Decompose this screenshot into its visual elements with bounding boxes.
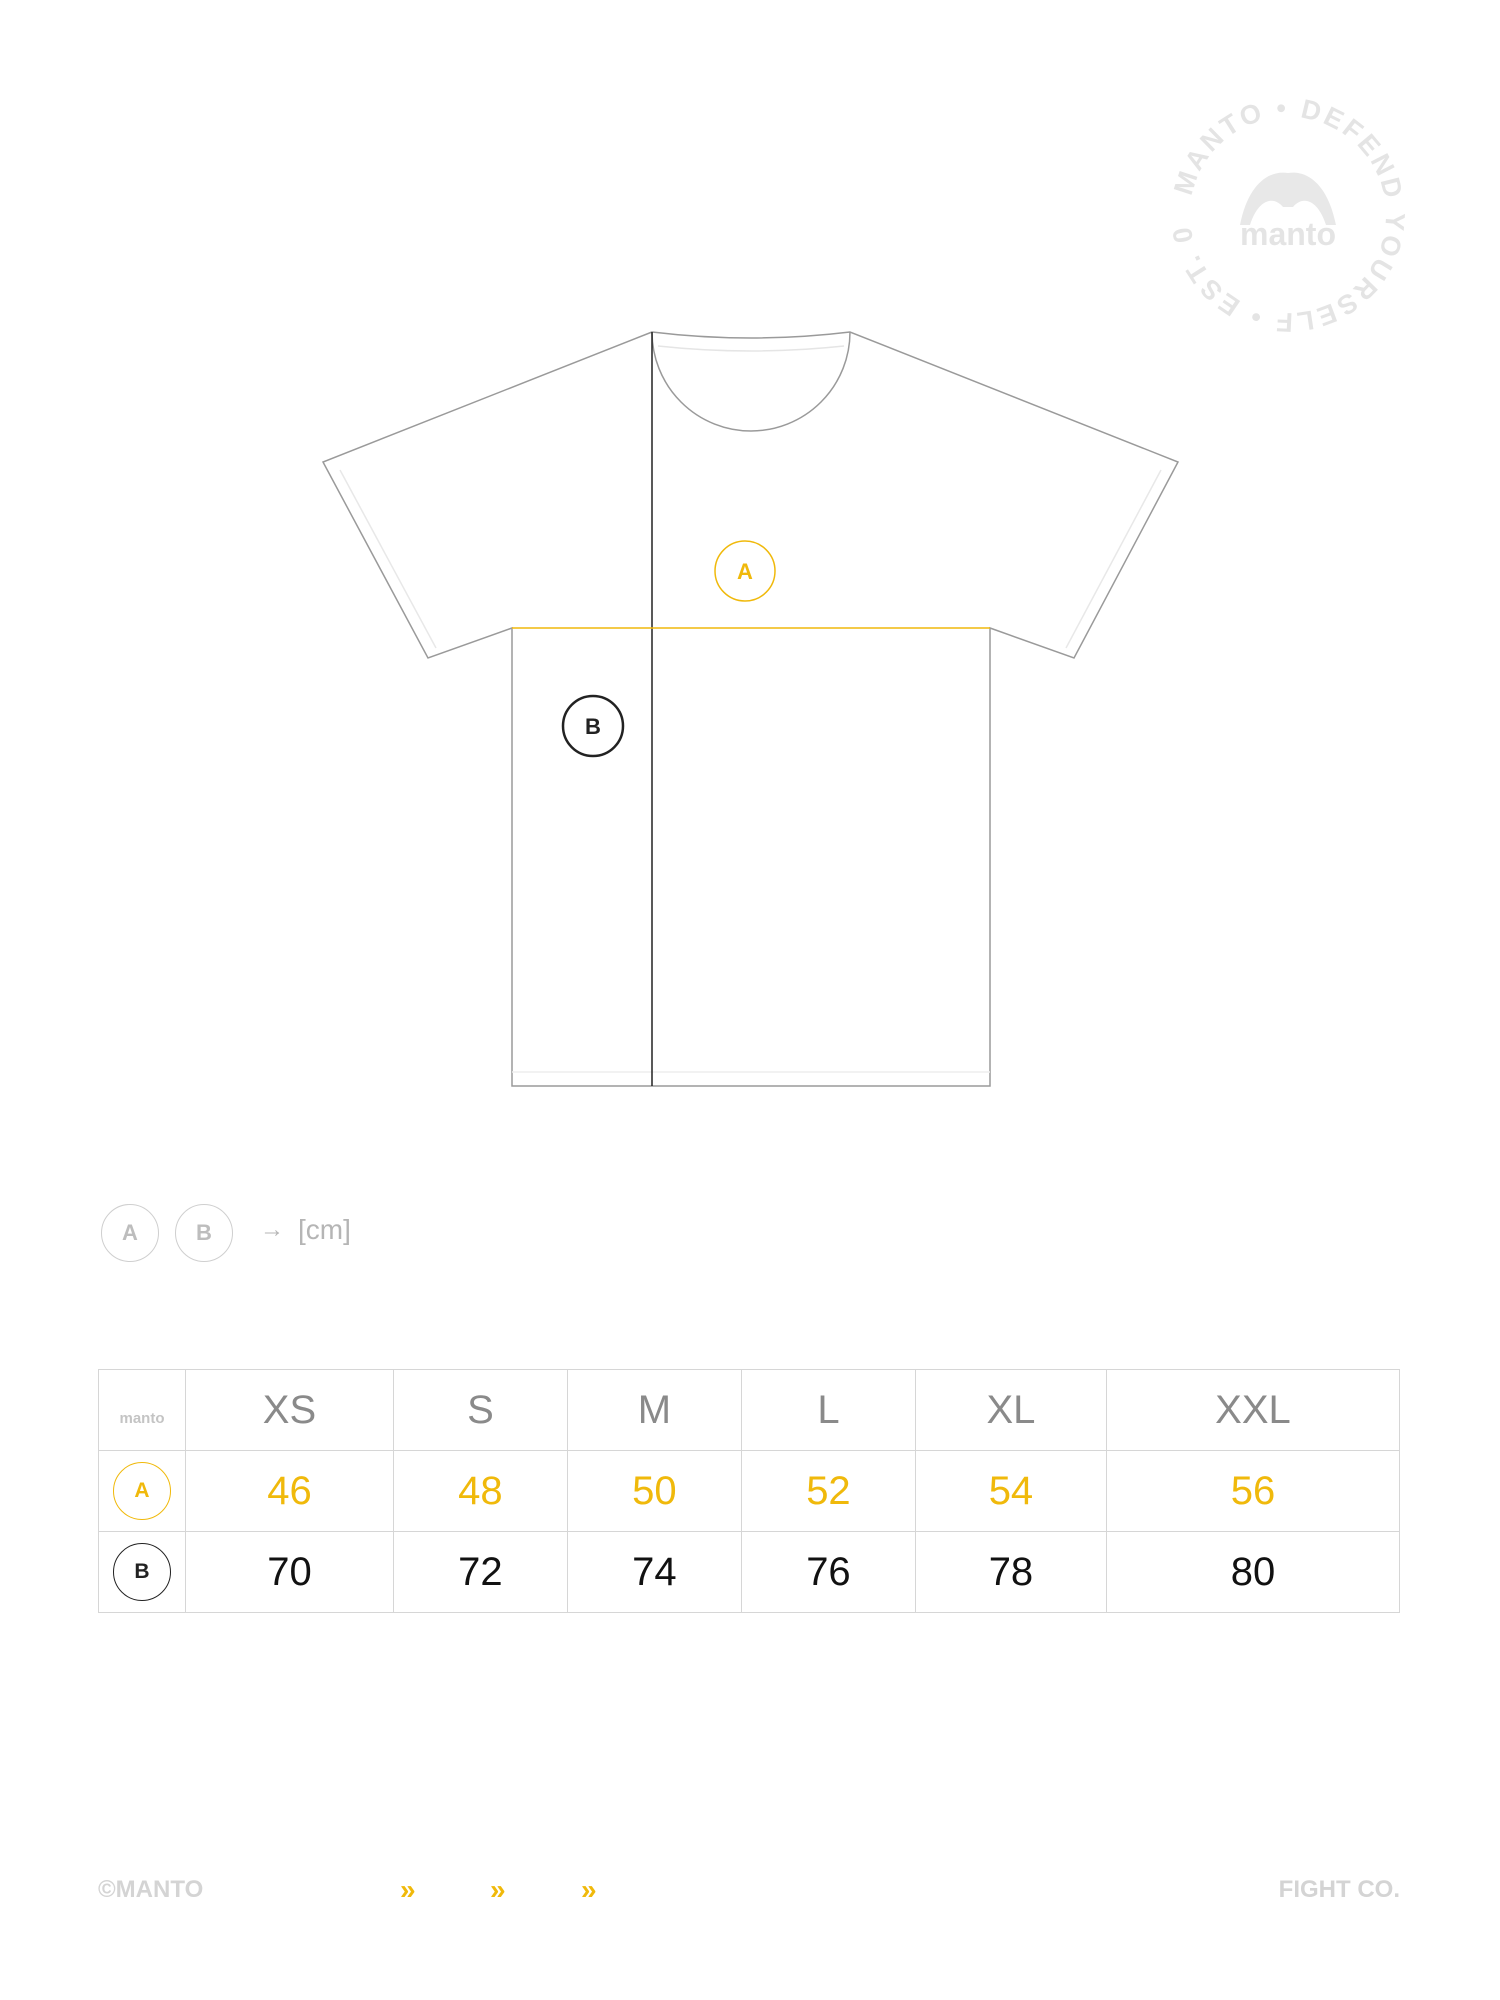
row-label-b: B xyxy=(113,1543,171,1601)
tshirt-outline xyxy=(321,331,1180,1087)
size-xl: XL xyxy=(914,1369,1107,1451)
value-cell: 56 xyxy=(1105,1450,1401,1532)
marker-a-label: A xyxy=(737,559,753,584)
legend-a: A xyxy=(101,1204,159,1262)
legend-b: B xyxy=(175,1204,233,1262)
value-cell: 80 xyxy=(1105,1531,1401,1613)
marker-b-label: B xyxy=(585,714,601,739)
table-row-b: B 70 72 74 76 78 80 xyxy=(98,1531,1401,1613)
manto-logo-icon: manto xyxy=(119,1409,165,1427)
arrow-right-icon: → xyxy=(260,1216,284,1243)
stamp-logo-text: manto xyxy=(1240,216,1336,252)
size-s: S xyxy=(392,1369,568,1451)
manto-stamp: MANTO • DEFEND YOURSELF • EST. 04 • mant… xyxy=(1168,95,1407,335)
value-cell: 50 xyxy=(566,1450,742,1532)
footer-brand: FIGHT CO. xyxy=(1278,1876,1400,1903)
value-cell: 76 xyxy=(740,1531,916,1613)
row-label-a: A xyxy=(113,1462,171,1520)
size-l: L xyxy=(740,1369,916,1451)
value-cell: 70 xyxy=(185,1531,394,1613)
marker-b xyxy=(561,694,625,758)
marker-a xyxy=(714,540,776,602)
value-cell: 52 xyxy=(740,1450,916,1532)
value-cell: 54 xyxy=(914,1450,1107,1532)
table-row-a: A 46 48 50 52 54 56 xyxy=(98,1450,1401,1532)
footer-copyright: ©MANTO xyxy=(98,1876,204,1903)
value-cell: 74 xyxy=(566,1531,742,1613)
size-table: manto XS S M L XL XXL A 46 48 50 52 54 5… xyxy=(98,1369,1401,1613)
unit-label: [cm] xyxy=(298,1214,351,1245)
chevron-icon: » xyxy=(490,1874,506,1905)
fighter-logo-icon xyxy=(1240,172,1336,225)
size-xxl: XXL xyxy=(1105,1369,1401,1451)
size-m: M xyxy=(566,1369,742,1451)
table-logo: manto xyxy=(98,1369,186,1451)
value-cell: 78 xyxy=(914,1531,1107,1613)
chevron-icon: » xyxy=(400,1874,416,1905)
size-xs: XS xyxy=(185,1369,394,1451)
value-cell: 48 xyxy=(392,1450,568,1532)
chevron-icon: » xyxy=(581,1874,597,1905)
value-cell: 46 xyxy=(185,1450,394,1532)
tshirt-diagram: A B xyxy=(321,331,1180,1087)
size-header-row: manto XS S M L XL XXL xyxy=(98,1369,1401,1451)
value-cell: 72 xyxy=(392,1531,568,1613)
